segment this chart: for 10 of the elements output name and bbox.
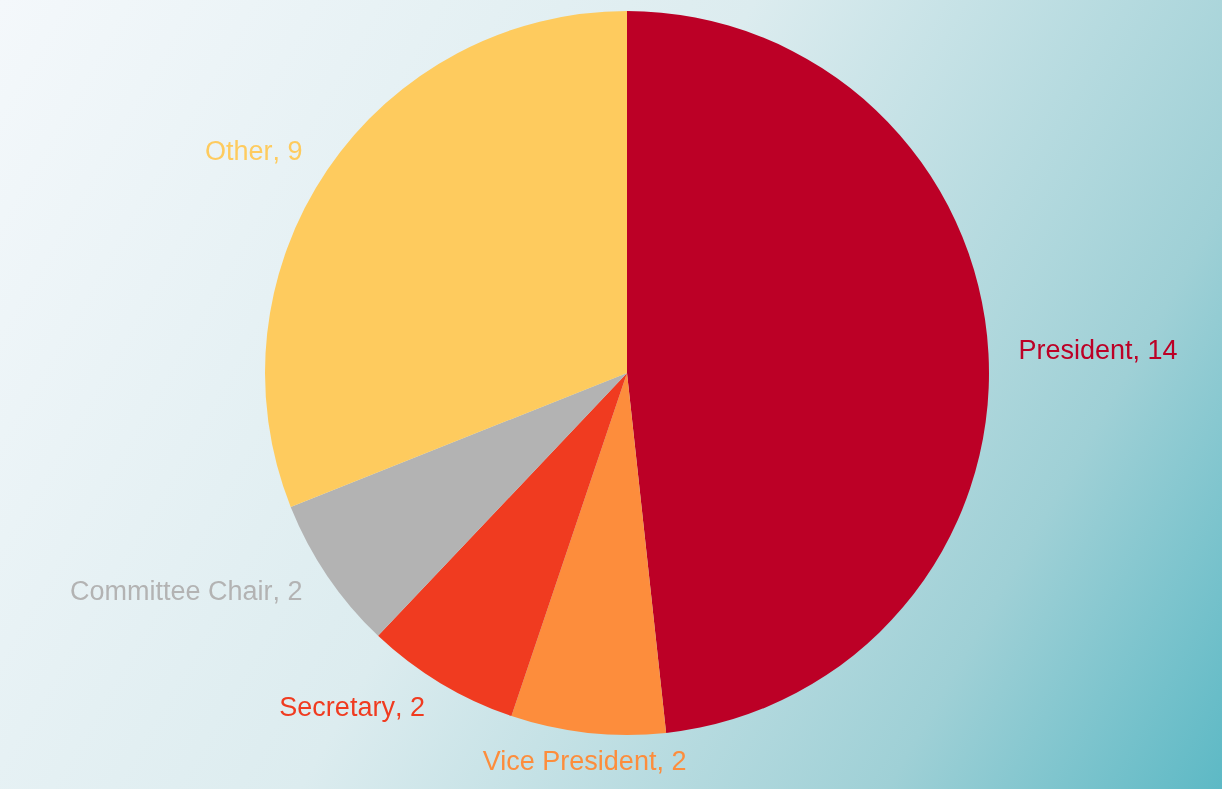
data-label: , 2: [656, 746, 687, 777]
data-label: , 2: [394, 692, 425, 723]
slice-label: Other: [205, 136, 273, 167]
slice-label: President: [1018, 335, 1133, 366]
slice-label: Vice President: [482, 746, 657, 777]
data-label: , 14: [1132, 335, 1178, 366]
slice-label: Committee Chair: [69, 576, 273, 607]
slice-label: Secretary: [279, 692, 396, 723]
data-label: , 2: [272, 576, 303, 607]
data-label: , 9: [272, 136, 303, 167]
